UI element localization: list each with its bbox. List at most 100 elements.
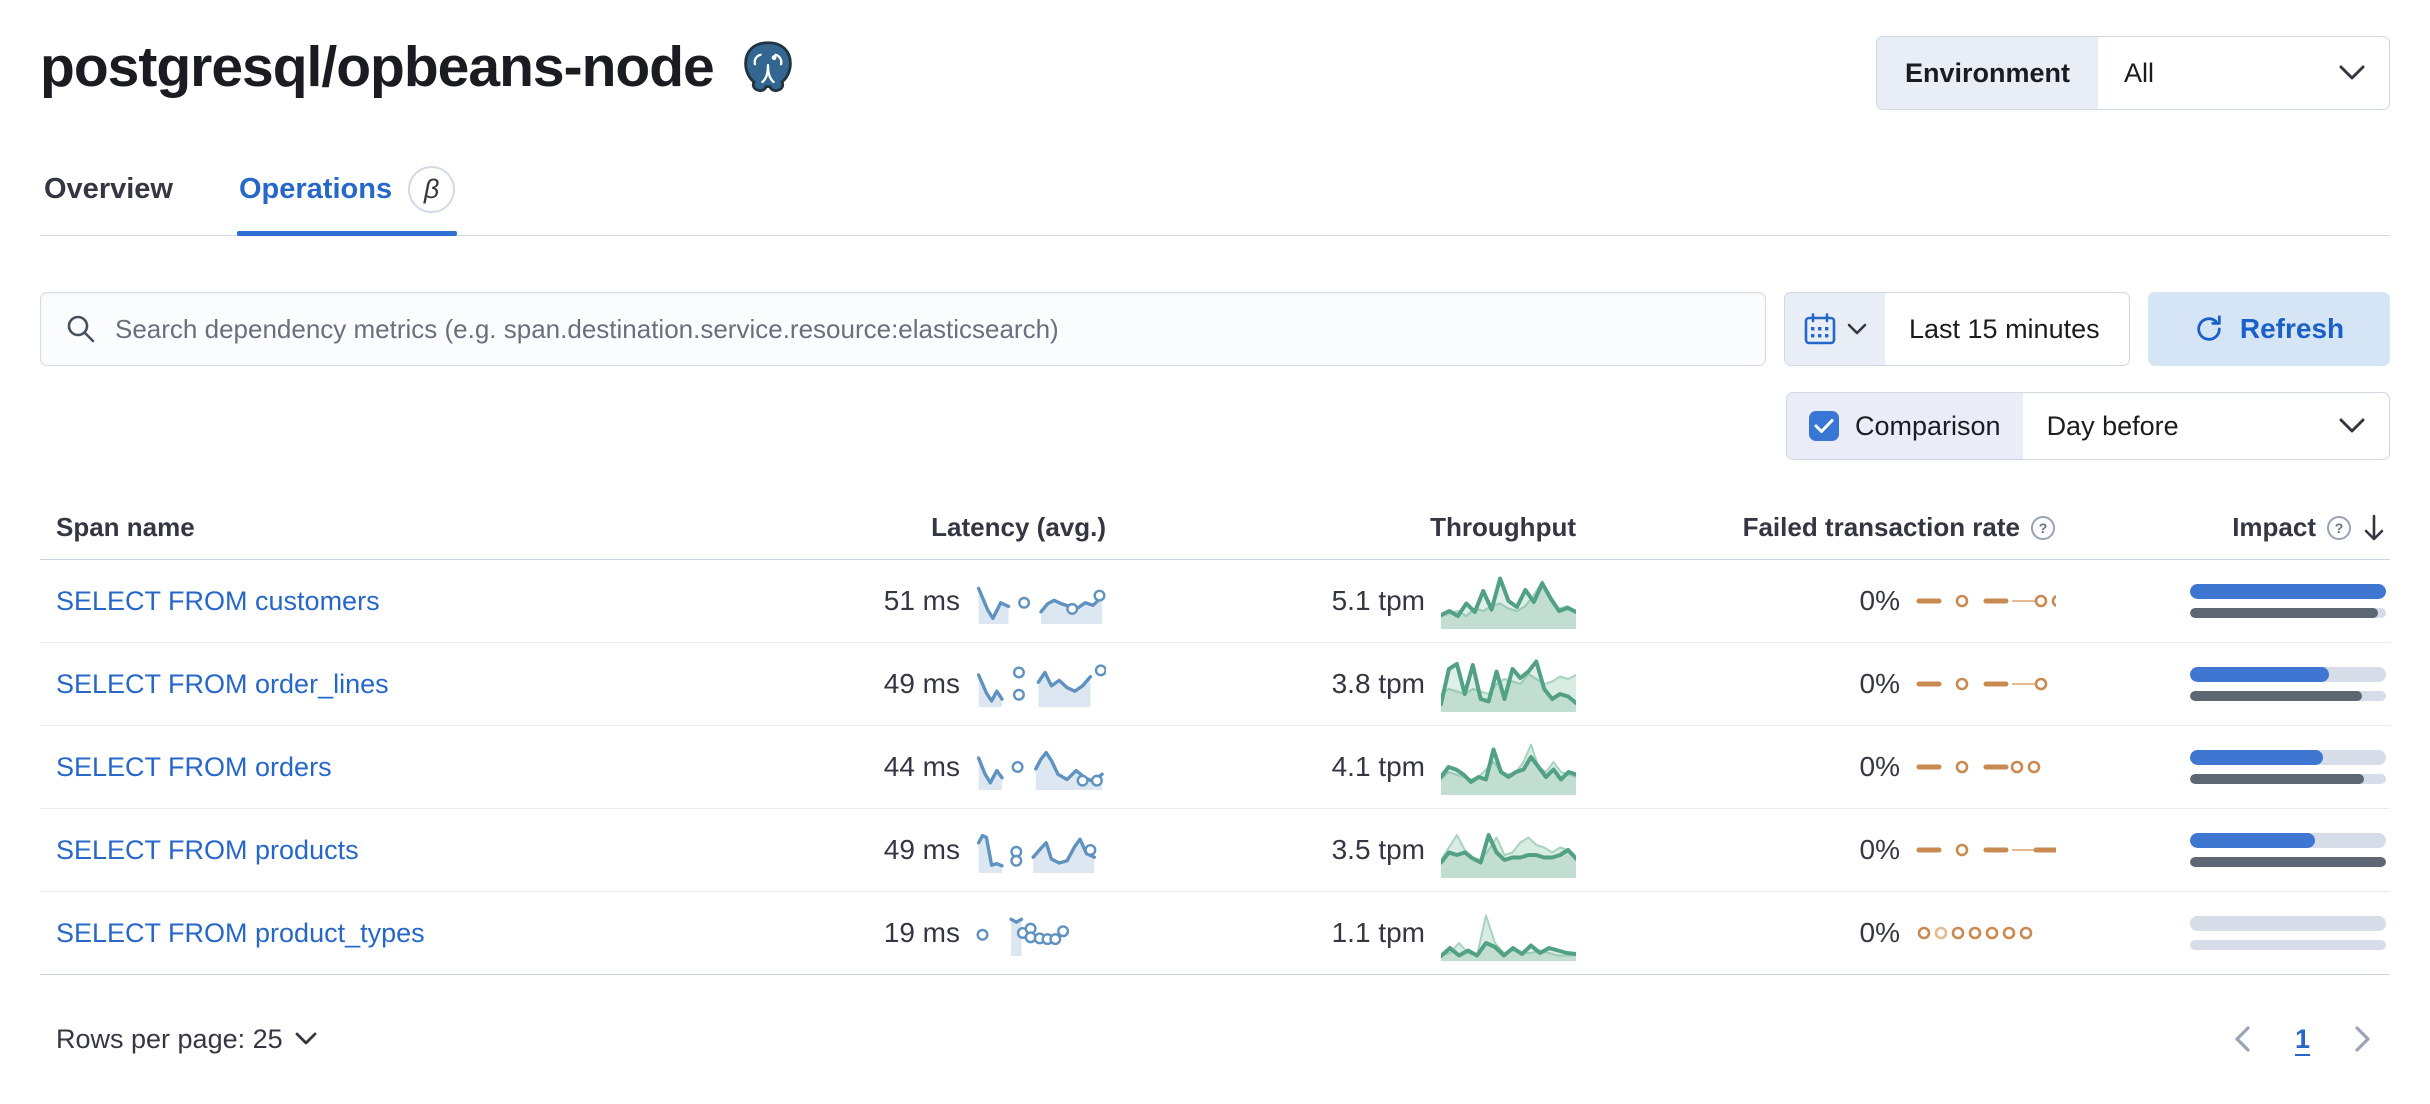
failed-rate-cell-sparkline <box>1916 921 2056 945</box>
latency-cell-sparkline <box>976 578 1106 624</box>
time-range-picker[interactable]: Last 15 minutes <box>1784 292 2130 366</box>
impact-cell <box>2056 833 2386 867</box>
throughput-cell-sparkline <box>1441 573 1576 629</box>
throughput-cell: 5.1 tpm <box>1106 573 1576 629</box>
span-name-cell: SELECT FROM product_types <box>40 918 666 949</box>
svg-text:?: ? <box>2335 520 2344 536</box>
latency-cell: 49 ms <box>666 827 1106 873</box>
impact-bars <box>2190 750 2386 784</box>
throughput-cell: 3.5 tpm <box>1106 822 1576 878</box>
throughput-cell: 3.8 tpm <box>1106 656 1576 712</box>
impact-cell <box>2056 667 2386 701</box>
table-header-row: Span name Latency (avg.) Throughput Fail… <box>40 512 2390 560</box>
impact-bars <box>2190 916 2386 950</box>
search-icon <box>65 313 97 345</box>
span-name-link[interactable]: SELECT FROM products <box>56 834 359 865</box>
search-box <box>40 292 1766 366</box>
impact-bar-track <box>2190 833 2386 848</box>
table-row: SELECT FROM customers 51 ms 5.1 tpm 0% <box>40 560 2390 643</box>
sort-desc-arrow-icon <box>2362 513 2386 543</box>
span-name-link[interactable]: SELECT FROM order_lines <box>56 668 389 699</box>
latency-cell: 44 ms <box>666 744 1106 790</box>
tab-overview-label: Overview <box>44 173 173 205</box>
impact-cell <box>2056 916 2386 950</box>
chevron-down-icon <box>2339 37 2389 109</box>
rows-per-page-label: Rows per page: 25 <box>56 1023 283 1054</box>
impact-bar-track <box>2190 608 2386 618</box>
previous-page-button[interactable] <box>2229 1021 2255 1057</box>
impact-bars <box>2190 667 2386 701</box>
time-range-value[interactable]: Last 15 minutes <box>1909 313 2100 344</box>
failed-rate-header-label: Failed transaction rate <box>1742 512 2020 542</box>
throughput-cell-sparkline <box>1441 739 1576 795</box>
chevron-down-icon <box>295 1032 317 1046</box>
throughput-cell-sparkline <box>1441 656 1576 712</box>
refresh-button[interactable]: Refresh <box>2148 292 2390 366</box>
failed-rate-cell-sparkline <box>1916 589 2056 613</box>
failed-rate-cell-value: 0% <box>1859 834 1900 865</box>
latency-cell-sparkline <box>976 661 1106 707</box>
column-header-latency[interactable]: Latency (avg.) <box>931 512 1106 542</box>
table-row: SELECT FROM products 49 ms 3.5 tpm 0% <box>40 809 2390 892</box>
impact-bars <box>2190 833 2386 867</box>
failed-rate-cell: 0% <box>1576 585 2056 617</box>
beta-badge: β <box>408 166 456 213</box>
tab-operations[interactable]: Operations β <box>236 152 458 236</box>
impact-bar-track <box>2190 940 2386 950</box>
comparison-checkbox[interactable] <box>1809 411 1839 441</box>
environment-value: All <box>2124 57 2155 88</box>
throughput-cell-value: 3.5 tpm <box>1331 834 1425 865</box>
span-name-link[interactable]: SELECT FROM orders <box>56 751 332 782</box>
refresh-icon <box>2194 314 2224 344</box>
svg-text:?: ? <box>2039 520 2048 536</box>
latency-cell-sparkline <box>976 744 1106 790</box>
throughput-cell: 4.1 tpm <box>1106 739 1576 795</box>
help-icon[interactable]: ? <box>2030 515 2056 541</box>
failed-rate-cell-sparkline <box>1916 755 2056 779</box>
column-header-impact[interactable]: Impact ? <box>2056 512 2386 543</box>
impact-bar-previous <box>2190 691 2363 701</box>
comparison-label: Comparison <box>1855 410 2001 441</box>
failed-rate-cell: 0% <box>1576 668 2056 700</box>
impact-header-label: Impact <box>2232 512 2316 542</box>
search-input[interactable] <box>115 313 1741 345</box>
latency-cell-value: 49 ms <box>883 668 960 699</box>
latency-cell-sparkline <box>976 827 1106 873</box>
tab-overview[interactable]: Overview <box>42 152 175 235</box>
latency-cell-value: 51 ms <box>883 585 960 616</box>
impact-bar-track <box>2190 691 2386 701</box>
throughput-cell-sparkline <box>1441 905 1576 961</box>
failed-rate-cell-value: 0% <box>1859 917 1900 948</box>
comparison-select[interactable]: Day before <box>2023 393 2389 459</box>
environment-select[interactable]: Environment All <box>1876 36 2390 110</box>
span-name-link[interactable]: SELECT FROM customers <box>56 585 380 616</box>
chevron-down-icon <box>1847 323 1867 336</box>
failed-rate-cell-value: 0% <box>1859 668 1900 699</box>
latency-cell: 49 ms <box>666 661 1106 707</box>
comparison-control: Comparison Day before <box>1786 392 2390 460</box>
rows-per-page-select[interactable]: Rows per page: 25 <box>56 1024 317 1055</box>
table-footer: Rows per page: 25 1 <box>40 1021 2390 1057</box>
column-header-failed-rate[interactable]: Failed transaction rate ? <box>1576 512 2056 543</box>
calendar-icon <box>1803 312 1837 346</box>
column-header-throughput[interactable]: Throughput <box>1430 512 1576 542</box>
help-icon[interactable]: ? <box>2326 515 2352 541</box>
impact-bars <box>2190 584 2386 618</box>
tab-operations-label: Operations <box>238 173 393 205</box>
latency-cell-sparkline <box>976 910 1106 956</box>
next-page-button[interactable] <box>2350 1021 2376 1057</box>
page-number[interactable]: 1 <box>2294 1023 2310 1054</box>
throughput-cell-value: 3.8 tpm <box>1331 668 1425 699</box>
span-name-cell: SELECT FROM orders <box>40 752 666 783</box>
column-header-span-name[interactable]: Span name <box>56 512 195 542</box>
span-name-link[interactable]: SELECT FROM product_types <box>56 917 425 948</box>
impact-bar-current <box>2190 584 2386 599</box>
impact-bar-track <box>2190 750 2386 765</box>
throughput-cell: 1.1 tpm <box>1106 905 1576 961</box>
date-picker-button[interactable] <box>1785 293 1885 365</box>
chevron-down-icon <box>2339 418 2365 434</box>
impact-bar-current <box>2190 750 2324 765</box>
page-title: postgresql/opbeans-node <box>40 35 715 99</box>
comparison-toggle[interactable]: Comparison <box>1787 393 2023 459</box>
latency-cell-value: 19 ms <box>883 917 960 948</box>
